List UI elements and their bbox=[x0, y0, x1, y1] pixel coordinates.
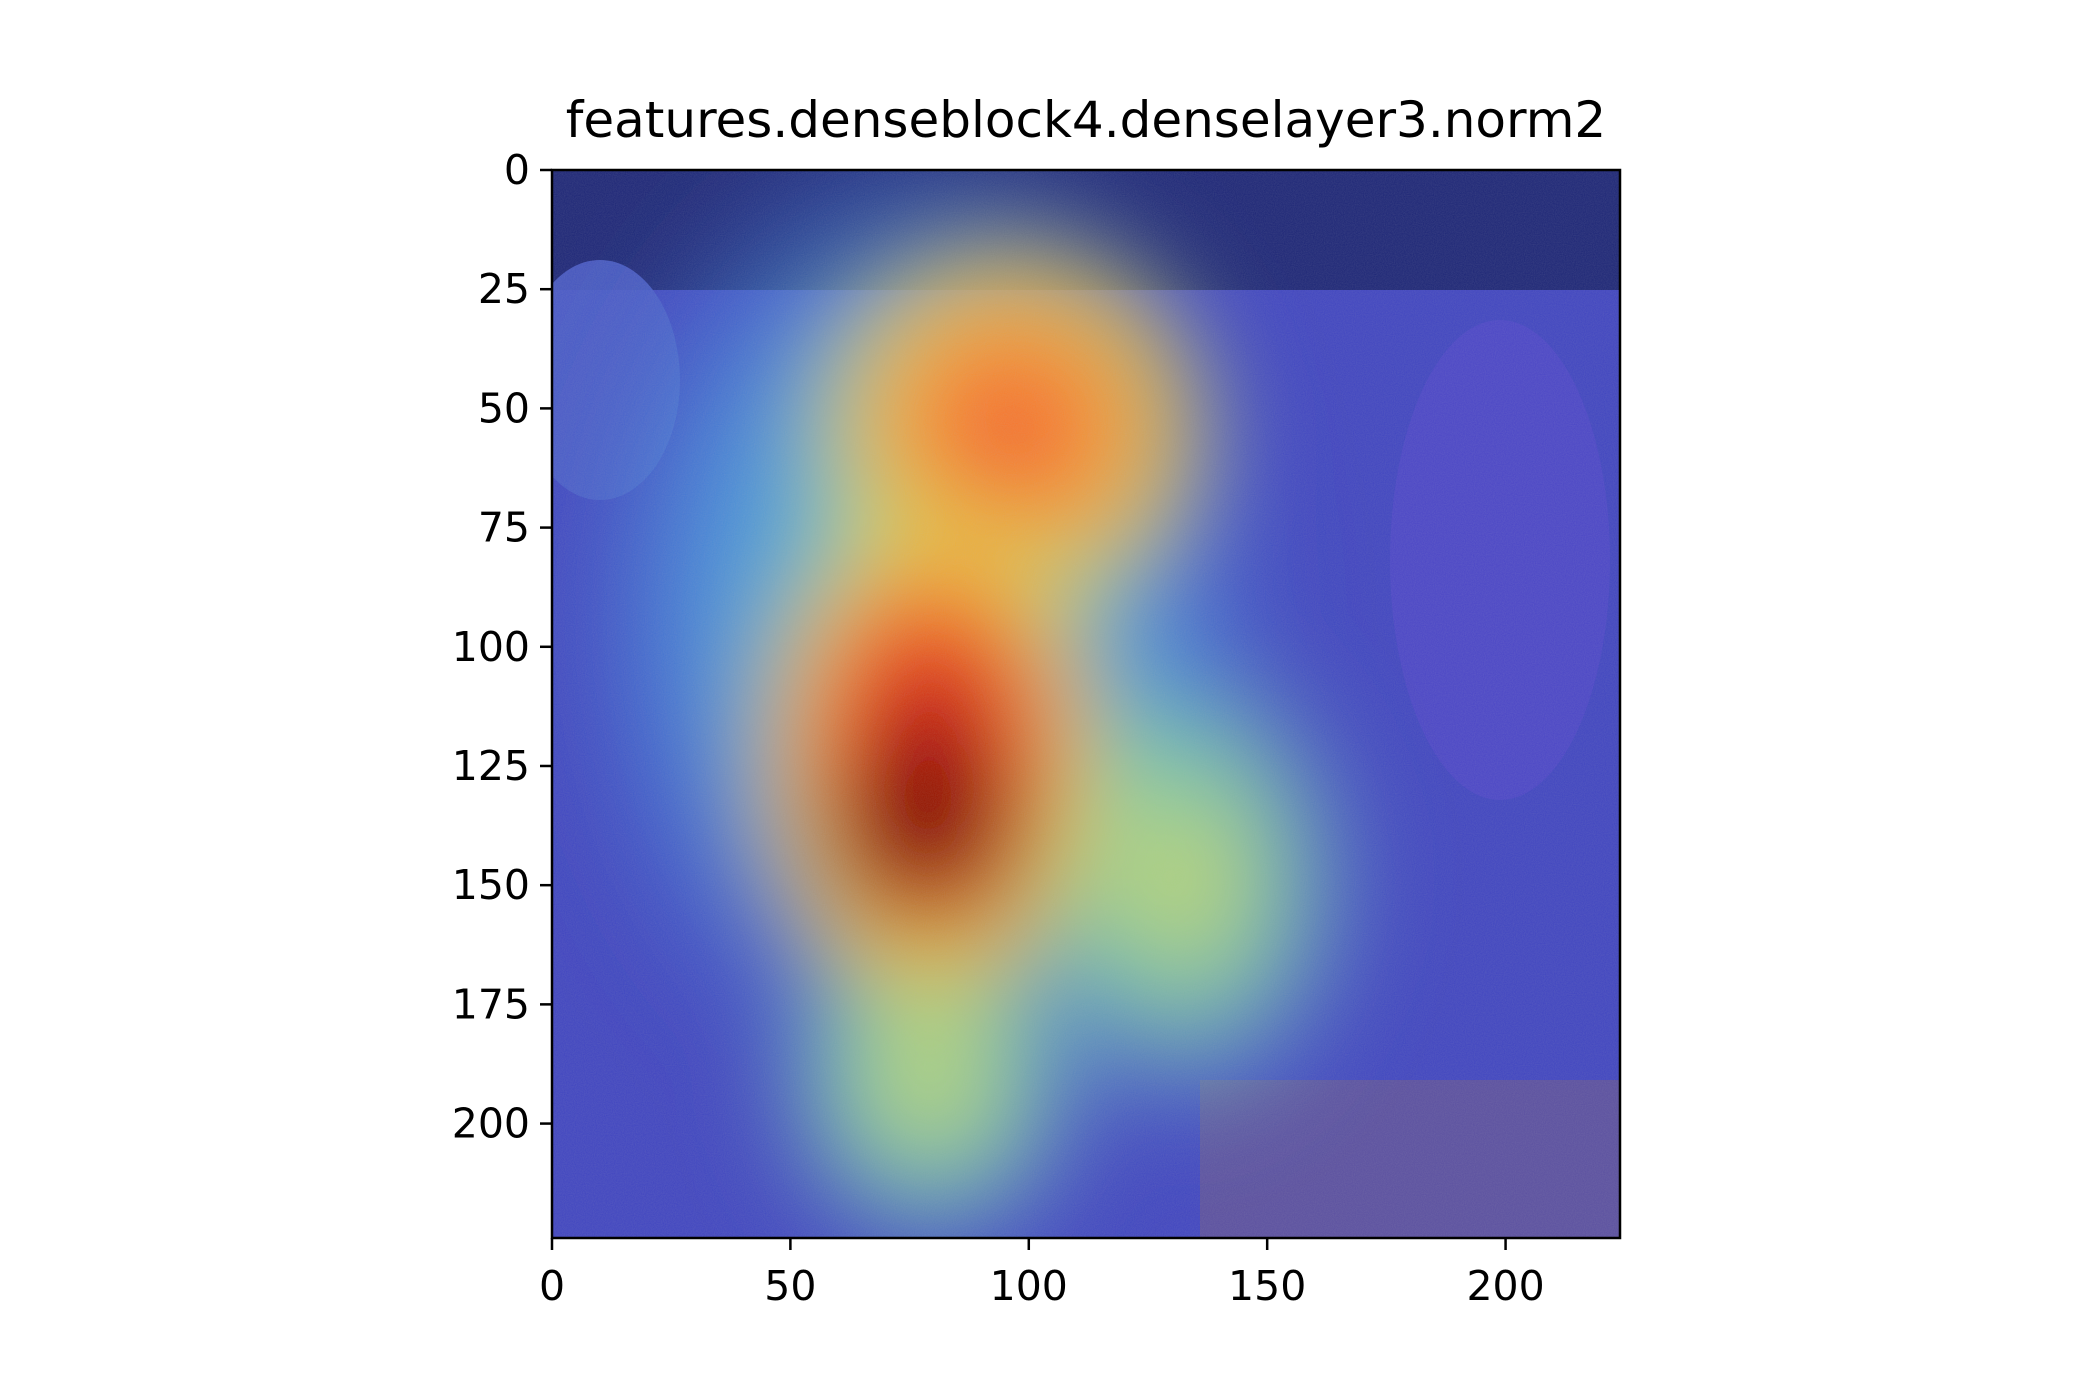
x-tick-label: 200 bbox=[1466, 1262, 1544, 1310]
x-tick-label: 50 bbox=[764, 1262, 816, 1310]
plot-frame bbox=[550, 168, 1622, 1240]
x-axis: 0 50 100 150 200 bbox=[539, 1238, 1545, 1310]
y-tick-label: 0 bbox=[504, 146, 530, 194]
y-tick-label: 150 bbox=[452, 861, 530, 909]
y-tick-label: 200 bbox=[452, 1100, 530, 1148]
x-tick-label: 150 bbox=[1228, 1262, 1306, 1310]
y-axis: 0 25 50 75 100 125 150 175 200 bbox=[452, 146, 552, 1148]
heatmap-image bbox=[552, 170, 1620, 1238]
y-tick-label: 75 bbox=[478, 504, 530, 552]
x-tick-label: 100 bbox=[990, 1262, 1068, 1310]
y-tick-label: 100 bbox=[452, 623, 530, 671]
y-tick-label: 125 bbox=[452, 742, 530, 790]
chart-title: features.denseblock4.denselayer3.norm2 bbox=[566, 91, 1606, 149]
x-tick-label: 0 bbox=[539, 1262, 565, 1310]
y-tick-label: 25 bbox=[478, 265, 530, 313]
y-tick-label: 175 bbox=[452, 980, 530, 1028]
y-tick-label: 50 bbox=[478, 384, 530, 432]
